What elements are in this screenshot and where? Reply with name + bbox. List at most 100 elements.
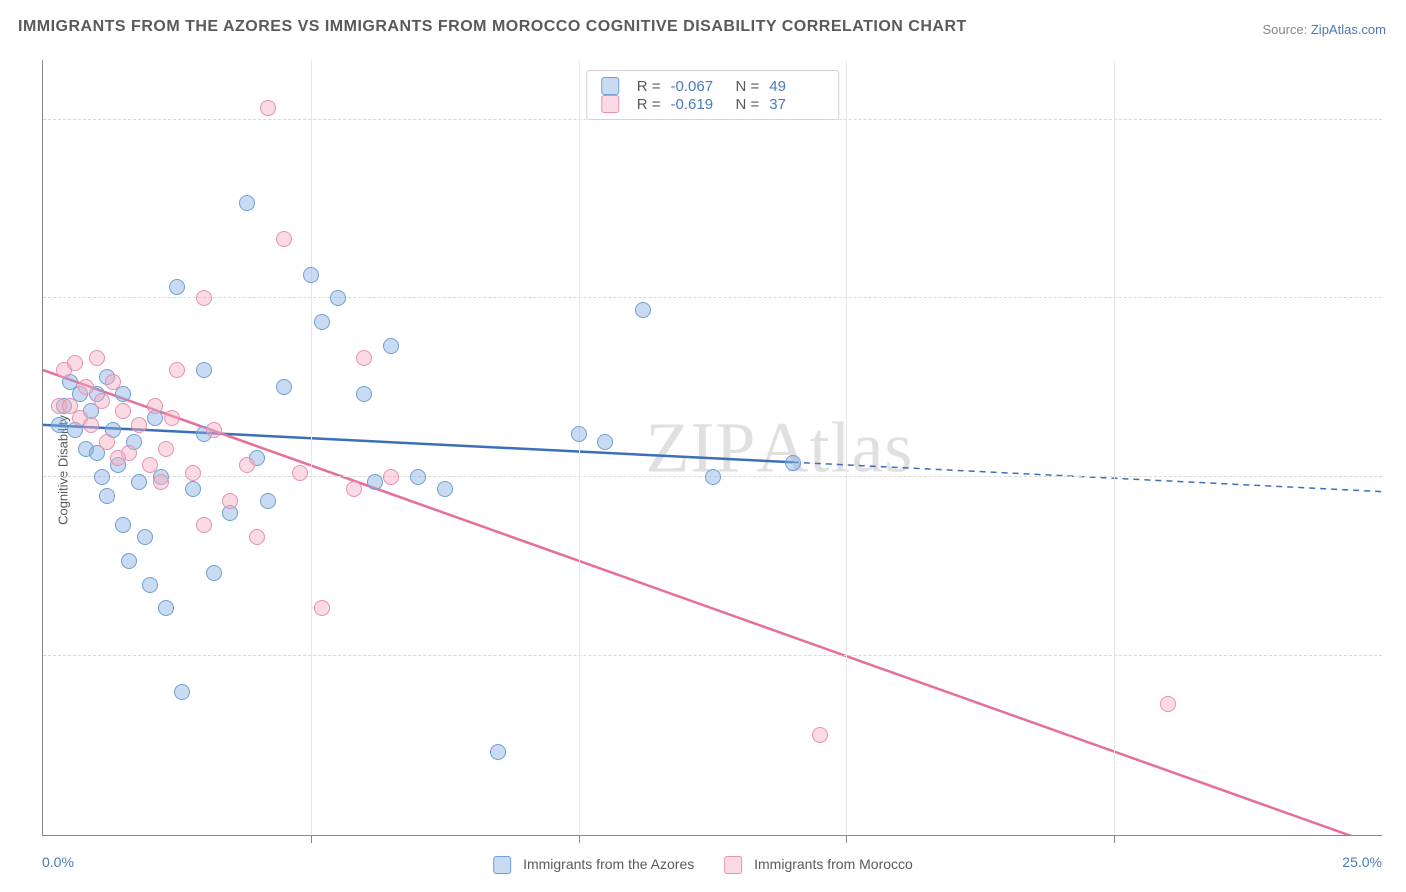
scatter-point-azores	[94, 469, 110, 485]
source-link[interactable]: ZipAtlas.com	[1311, 22, 1386, 37]
scatter-point-morocco	[164, 410, 180, 426]
scatter-point-azores	[410, 469, 426, 485]
gridline-v	[579, 60, 580, 835]
scatter-point-azores	[597, 434, 613, 450]
scatter-point-azores	[158, 600, 174, 616]
scatter-point-morocco	[83, 417, 99, 433]
legend-label-morocco: Immigrants from Morocco	[754, 856, 913, 872]
scatter-point-morocco	[105, 374, 121, 390]
legend-item-morocco: Immigrants from Morocco	[724, 856, 913, 874]
chart-title: IMMIGRANTS FROM THE AZORES VS IMMIGRANTS…	[18, 18, 967, 36]
watermark-zip: ZIP	[645, 407, 756, 487]
legend-row-azores: R = -0.067 N = 49	[601, 77, 825, 95]
scatter-point-azores	[142, 577, 158, 593]
scatter-point-azores	[383, 338, 399, 354]
n-value-azores: 49	[769, 78, 824, 95]
r-value-morocco: -0.619	[671, 96, 726, 113]
scatter-point-azores	[99, 488, 115, 504]
scatter-point-azores	[169, 279, 185, 295]
scatter-point-azores	[185, 481, 201, 497]
x-tick	[311, 835, 312, 843]
scatter-point-azores	[785, 455, 801, 471]
scatter-point-azores	[115, 386, 131, 402]
scatter-point-azores	[196, 362, 212, 378]
swatch-morocco	[601, 95, 619, 113]
scatter-point-azores	[239, 195, 255, 211]
x-tick	[579, 835, 580, 843]
scatter-point-azores	[490, 744, 506, 760]
scatter-point-morocco	[131, 417, 147, 433]
scatter-point-azores	[356, 386, 372, 402]
x-axis-end-label: 25.0%	[1342, 854, 1382, 870]
n-value-morocco: 37	[769, 96, 824, 113]
scatter-point-azores	[206, 565, 222, 581]
n-label: N =	[736, 96, 760, 113]
legend-row-morocco: R = -0.619 N = 37	[601, 95, 825, 113]
scatter-point-morocco	[89, 350, 105, 366]
r-label: R =	[637, 96, 661, 113]
gridline-v	[311, 60, 312, 835]
series-legend: Immigrants from the Azores Immigrants fr…	[493, 856, 913, 874]
y-tick-label: 30.0%	[1392, 96, 1406, 112]
x-tick	[1114, 835, 1115, 843]
scatter-point-morocco	[239, 457, 255, 473]
scatter-point-azores	[121, 553, 137, 569]
scatter-point-morocco	[94, 393, 110, 409]
gridline-v	[846, 60, 847, 835]
trendline-morocco	[43, 370, 1382, 835]
scatter-point-morocco	[314, 600, 330, 616]
scatter-point-azores	[131, 474, 147, 490]
scatter-point-morocco	[222, 493, 238, 509]
y-tick-label: 22.5%	[1392, 274, 1406, 290]
scatter-point-morocco	[78, 379, 94, 395]
scatter-point-azores	[260, 493, 276, 509]
scatter-point-morocco	[147, 398, 163, 414]
plot-area: ZIPAtlas R = -0.067 N = 49 R = -0.619 N …	[42, 60, 1382, 836]
scatter-point-morocco	[1160, 696, 1176, 712]
scatter-point-azores	[367, 474, 383, 490]
scatter-point-morocco	[383, 469, 399, 485]
gridline-v	[1114, 60, 1115, 835]
chart-container: Cognitive Disability ZIPAtlas R = -0.067…	[0, 48, 1406, 892]
scatter-point-morocco	[346, 481, 362, 497]
correlation-legend: R = -0.067 N = 49 R = -0.619 N = 37	[586, 70, 840, 120]
scatter-point-morocco	[185, 465, 201, 481]
scatter-point-morocco	[142, 457, 158, 473]
scatter-point-morocco	[110, 450, 126, 466]
scatter-point-azores	[137, 529, 153, 545]
y-tick-label: 15.0%	[1392, 453, 1406, 469]
scatter-point-azores	[437, 481, 453, 497]
scatter-point-morocco	[99, 434, 115, 450]
scatter-point-morocco	[276, 231, 292, 247]
scatter-point-azores	[705, 469, 721, 485]
swatch-azores-bottom	[493, 856, 511, 874]
trendline-azores	[43, 425, 793, 462]
scatter-point-azores	[314, 314, 330, 330]
scatter-point-morocco	[812, 727, 828, 743]
trend-lines-svg	[43, 60, 1382, 835]
scatter-point-morocco	[196, 290, 212, 306]
scatter-point-azores	[276, 379, 292, 395]
source-prefix: Source:	[1262, 22, 1310, 37]
scatter-point-azores	[330, 290, 346, 306]
scatter-point-morocco	[206, 422, 222, 438]
scatter-point-azores	[303, 267, 319, 283]
scatter-point-morocco	[67, 355, 83, 371]
scatter-point-morocco	[158, 441, 174, 457]
scatter-point-azores	[635, 302, 651, 318]
scatter-point-morocco	[196, 517, 212, 533]
x-axis-start-label: 0.0%	[42, 854, 74, 870]
scatter-point-morocco	[249, 529, 265, 545]
scatter-point-morocco	[153, 474, 169, 490]
scatter-point-morocco	[169, 362, 185, 378]
scatter-point-morocco	[356, 350, 372, 366]
scatter-point-morocco	[260, 100, 276, 116]
n-label: N =	[736, 78, 760, 95]
gridline-h	[43, 297, 1382, 298]
scatter-point-azores	[571, 426, 587, 442]
source-attribution: Source: ZipAtlas.com	[1262, 22, 1386, 37]
swatch-azores	[601, 77, 619, 95]
scatter-point-azores	[174, 684, 190, 700]
legend-label-azores: Immigrants from the Azores	[523, 856, 694, 872]
r-value-azores: -0.067	[671, 78, 726, 95]
